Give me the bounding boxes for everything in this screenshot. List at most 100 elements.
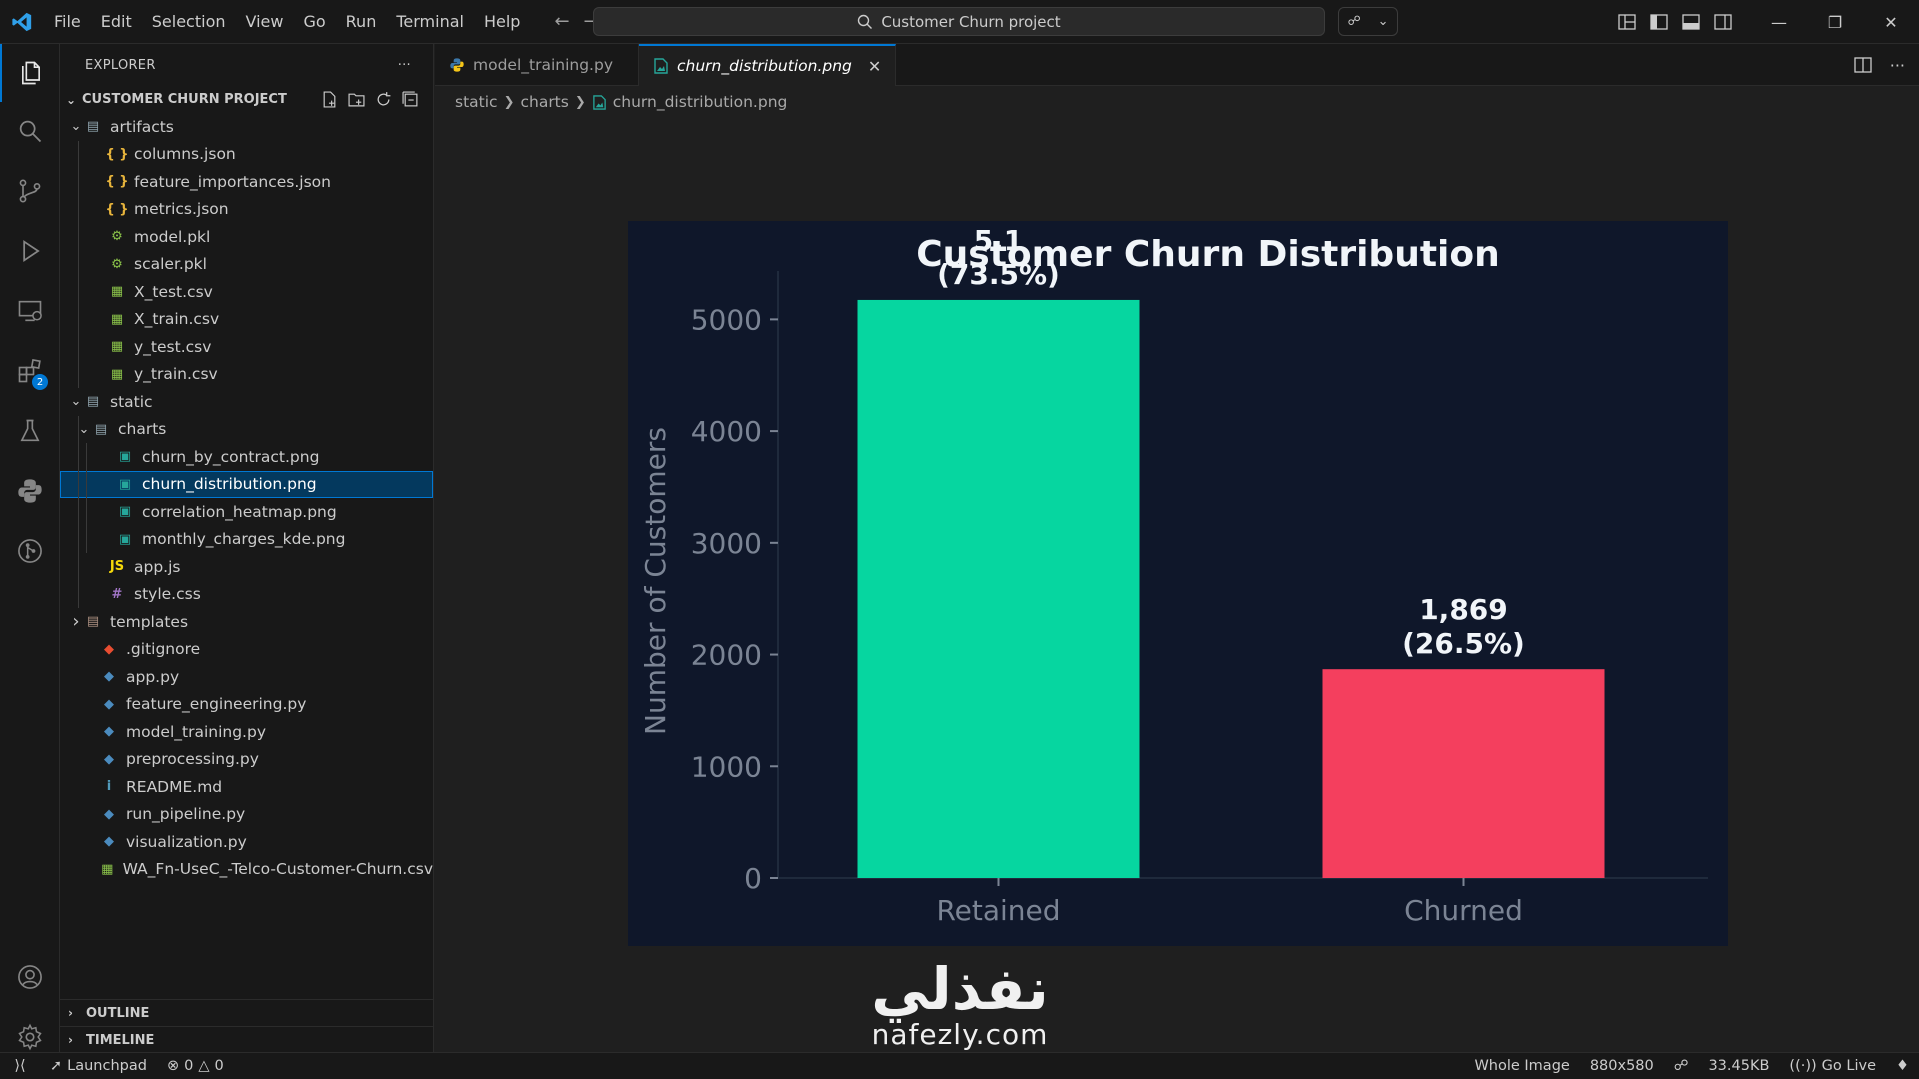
problems-item[interactable]: ⊗ 0 △ 0 — [157, 1053, 234, 1079]
menu-run[interactable]: Run — [345, 11, 377, 31]
back-arrow-icon[interactable]: ← — [554, 11, 570, 32]
file-item[interactable]: ▦ y_train.csv — [60, 360, 433, 388]
git-graph-icon[interactable] — [0, 522, 60, 580]
accounts-icon[interactable] — [0, 948, 60, 1006]
file-item[interactable]: ▦ X_train.csv — [60, 305, 433, 333]
file-item[interactable]: ◆ preprocessing.py — [60, 746, 433, 774]
chevron-right-icon[interactable]: › — [68, 1033, 73, 1047]
javascript-file-icon: JS — [109, 559, 125, 575]
watermark: نفذلي nafezly.com — [850, 958, 1070, 1050]
new-folder-icon[interactable] — [348, 91, 365, 108]
notifications-bell-icon[interactable]: ♦ — [1896, 1058, 1909, 1074]
menu-terminal[interactable]: Terminal — [396, 11, 464, 31]
python-icon[interactable] — [0, 462, 60, 520]
python-file-icon: ◆ — [104, 806, 114, 822]
testing-icon[interactable] — [0, 402, 60, 460]
folder-item[interactable]: ⌄ ▤ charts — [60, 415, 433, 443]
more-actions-icon[interactable]: ··· — [397, 57, 411, 73]
indent-guide — [78, 168, 79, 196]
tree-item-label: model_training.py — [126, 722, 266, 741]
file-item[interactable]: JS app.js — [60, 553, 433, 581]
file-item[interactable]: ◆ feature_engineering.py — [60, 691, 433, 719]
indent-guide — [78, 470, 79, 498]
run-debug-icon[interactable] — [0, 222, 60, 280]
file-item[interactable]: ◆ app.py — [60, 663, 433, 691]
minimize-button[interactable]: — — [1771, 12, 1787, 32]
remote-indicator-icon[interactable]: ⟩⟨ — [14, 1058, 26, 1074]
file-item[interactable]: { } columns.json — [60, 140, 433, 168]
rocket-icon: ➚ — [50, 1058, 63, 1074]
chevron-down-icon[interactable]: ⌄ — [78, 421, 90, 437]
menu-file[interactable]: File — [54, 11, 81, 31]
bar-retained — [857, 299, 1140, 879]
toggle-primary-sidebar-icon[interactable] — [1650, 13, 1668, 31]
file-item[interactable]: ▦ X_test.csv — [60, 278, 433, 306]
file-item[interactable]: { } metrics.json — [60, 195, 433, 223]
file-item[interactable]: ▦ y_test.csv — [60, 333, 433, 361]
menu-go[interactable]: Go — [303, 11, 326, 31]
file-item[interactable]: i README.md — [60, 773, 433, 801]
more-actions-icon[interactable]: ··· — [1889, 55, 1905, 75]
chevron-down-icon[interactable]: ⌄ — [70, 119, 82, 135]
timeline-section[interactable]: › TIMELINE — [60, 1026, 434, 1053]
breadcrumb-item[interactable]: charts — [520, 93, 569, 111]
toggle-secondary-sidebar-icon[interactable] — [1714, 13, 1732, 31]
collapse-all-icon[interactable] — [402, 91, 419, 108]
status-bar: ⟩⟨ ➚ Launchpad ⊗ 0 △ 0 Whole Image 880x5… — [0, 1052, 1919, 1079]
file-item[interactable]: ▦ WA_Fn-UseC_-Telco-Customer-Churn.csv — [60, 856, 433, 884]
go-live-label: Go Live — [1821, 1058, 1876, 1074]
split-editor-icon[interactable] — [1854, 56, 1872, 74]
restore-button[interactable]: ❐ — [1827, 12, 1843, 32]
chevron-down-icon[interactable]: ⌄ — [70, 394, 82, 410]
project-header[interactable]: ⌄ CUSTOMER CHURN PROJECT — [60, 86, 433, 113]
file-item[interactable]: ◆ run_pipeline.py — [60, 801, 433, 829]
csv-file-icon: ▦ — [101, 861, 114, 877]
chevron-right-icon[interactable]: › — [68, 1006, 73, 1020]
chevron-down-icon[interactable]: ⌄ — [66, 92, 77, 107]
tab-model-training[interactable]: model_training.py — [435, 44, 639, 86]
explorer-icon[interactable] — [0, 44, 60, 102]
refresh-icon[interactable] — [375, 91, 392, 108]
close-tab-icon[interactable]: ✕ — [867, 56, 882, 76]
search-icon[interactable] — [0, 102, 60, 160]
source-control-icon[interactable] — [0, 162, 60, 220]
tab-churn-distribution[interactable]: churn_distribution.png ✕ — [639, 44, 897, 86]
file-item[interactable]: ⚙ scaler.pkl — [60, 250, 433, 278]
outline-section[interactable]: › OUTLINE — [60, 999, 434, 1026]
toggle-panel-icon[interactable] — [1682, 13, 1700, 31]
go-live-button[interactable]: ((·)) Go Live — [1779, 1053, 1886, 1079]
folder-item[interactable]: › ▤ templates — [60, 608, 433, 636]
file-item[interactable]: ◆ model_training.py — [60, 718, 433, 746]
breadcrumb-item[interactable]: churn_distribution.png — [612, 93, 788, 111]
settings-gear-icon[interactable] — [0, 1008, 60, 1066]
file-item[interactable]: { } feature_importances.json — [60, 168, 433, 196]
indent-guide — [78, 195, 79, 223]
remote-explorer-icon[interactable] — [0, 282, 60, 340]
command-center-search[interactable]: Customer Churn project — [593, 7, 1325, 36]
folder-item[interactable]: ⌄ ▤ artifacts — [60, 113, 433, 141]
copilot-button[interactable]: ☍ ⌄ — [1338, 7, 1398, 36]
close-window-button[interactable]: ✕ — [1884, 12, 1898, 32]
extensions-icon[interactable]: 2 — [0, 342, 60, 400]
menu-selection[interactable]: Selection — [151, 11, 226, 31]
file-item[interactable]: ◆ .gitignore — [60, 636, 433, 664]
file-item[interactable]: ◆ visualization.py — [60, 828, 433, 856]
menu-view[interactable]: View — [245, 11, 284, 31]
file-item[interactable]: ▣ correlation_heatmap.png — [60, 498, 433, 526]
file-item[interactable]: ▣ churn_distribution.png — [60, 470, 433, 498]
customize-layout-icon[interactable] — [1618, 13, 1636, 31]
file-item[interactable]: ⚙ model.pkl — [60, 223, 433, 251]
image-zoom-mode[interactable]: Whole Image — [1474, 1058, 1570, 1074]
folder-item[interactable]: ⌄ ▤ static — [60, 388, 433, 416]
menu-help[interactable]: Help — [483, 11, 521, 31]
chevron-right-icon[interactable]: › — [72, 611, 80, 633]
file-item[interactable]: ▣ monthly_charges_kde.png — [60, 525, 433, 553]
file-item[interactable]: ▣ churn_by_contract.png — [60, 443, 433, 471]
file-item[interactable]: # style.css — [60, 580, 433, 608]
launchpad-item[interactable]: ➚ Launchpad — [40, 1053, 157, 1079]
copilot-status-icon[interactable]: ☍ — [1673, 1058, 1689, 1074]
breadcrumb-item[interactable]: static — [455, 93, 498, 111]
new-file-icon[interactable] — [321, 91, 338, 108]
chevron-down-icon[interactable]: ⌄ — [1377, 14, 1389, 29]
menu-edit[interactable]: Edit — [100, 11, 132, 31]
